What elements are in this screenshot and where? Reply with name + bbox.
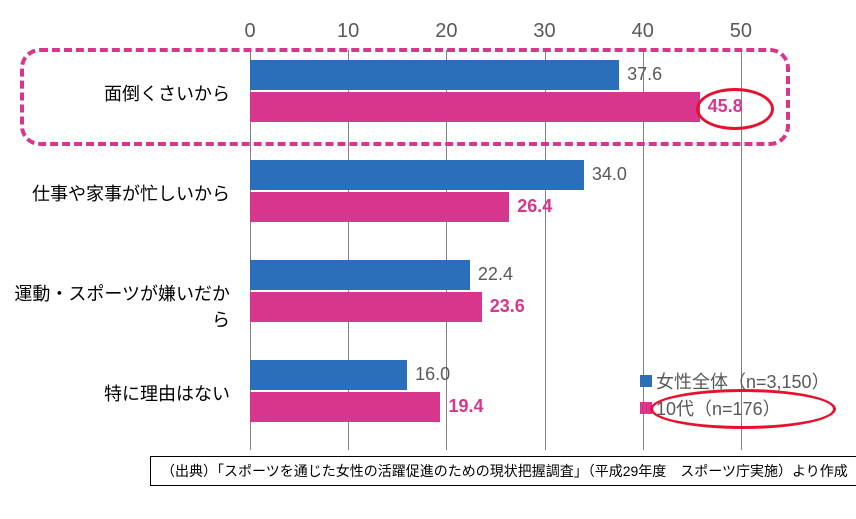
value-label-a: 37.6 — [627, 64, 662, 85]
value-label-b: 45.8 — [708, 96, 743, 117]
category-label: 仕事や家事が忙しいから — [0, 180, 230, 206]
bar-series-a — [250, 360, 407, 390]
bar-series-a — [250, 60, 619, 90]
value-label-b: 26.4 — [517, 196, 552, 217]
value-label-a: 22.4 — [478, 264, 513, 285]
category-label: 面倒くさいから — [0, 80, 230, 106]
bar-series-b — [250, 392, 440, 422]
x-axis-tick-label: 20 — [435, 20, 457, 43]
legend-label: 10代（n=176） — [656, 399, 781, 419]
legend-item-a: 女性全体（n=3,150） — [640, 368, 830, 394]
category-row: 仕事や家事が忙しいから34.026.4 — [250, 150, 790, 250]
x-axis-tick-label: 0 — [244, 20, 255, 43]
bar-series-b — [250, 92, 700, 122]
x-axis-tick-label: 50 — [730, 20, 752, 43]
legend-item-b: 10代（n=176） — [640, 395, 781, 421]
source-citation: （出典）「スポーツを通じた女性の活躍促進のための現状把握調査」（平成29年度 ス… — [150, 456, 856, 486]
chart-container: 0 10 20 30 40 50 面倒くさいから 37.6 45.8 仕事や家事が忙しいから 34.… — [0, 0, 856, 519]
category-row: 面倒くさいから37.645.8 — [250, 50, 790, 150]
legend-swatch — [640, 402, 652, 414]
bar-series-a — [250, 260, 470, 290]
bar-series-b — [250, 292, 482, 322]
category-row: 運動・スポーツが嫌いだから22.423.6 — [250, 250, 790, 350]
value-label-a: 16.0 — [415, 364, 450, 385]
value-label-b: 19.4 — [448, 396, 483, 417]
value-label-a: 34.0 — [592, 164, 627, 185]
legend-swatch — [640, 375, 652, 387]
x-axis-tick-label: 30 — [533, 20, 555, 43]
x-axis-tick-label: 40 — [632, 20, 654, 43]
value-label-b: 23.6 — [490, 296, 525, 317]
category-label: 運動・スポーツが嫌いだから — [0, 280, 230, 332]
bar-series-b — [250, 192, 509, 222]
legend-label: 女性全体（n=3,150） — [656, 372, 830, 392]
x-axis-tick-label: 10 — [337, 20, 359, 43]
category-label: 特に理由はない — [0, 380, 230, 406]
bar-series-a — [250, 160, 584, 190]
